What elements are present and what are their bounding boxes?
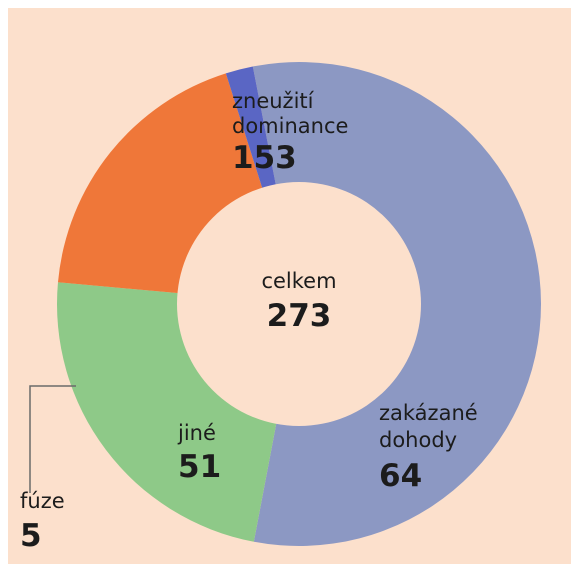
slice-label-zakazane-line2: dohody	[379, 428, 457, 452]
slice-label-jine: jiné	[177, 421, 216, 445]
slice-value-fuze: 5	[20, 518, 42, 554]
fuze-leader-line	[29, 385, 76, 493]
slice-label-zneuziti-line1: zneužití	[232, 89, 315, 113]
slice-value-jine: 51	[178, 449, 221, 485]
slice-value-zneuziti: 153	[232, 140, 297, 176]
slice-label-zakazane-line1: zakázané	[379, 401, 478, 425]
slice-label-zneuziti-line2: dominance	[232, 114, 348, 138]
chart-panel: celkem 273 zneužití dominance 153 zakáza…	[8, 8, 571, 564]
donut-hole	[177, 182, 421, 426]
center-total-value: 273	[267, 298, 332, 334]
slice-label-fuze: fúze	[20, 489, 65, 513]
center-total-label: celkem	[261, 269, 336, 293]
slice-value-zakazane: 64	[379, 458, 422, 494]
donut-chart: celkem 273 zneužití dominance 153 zakáza…	[8, 8, 571, 564]
